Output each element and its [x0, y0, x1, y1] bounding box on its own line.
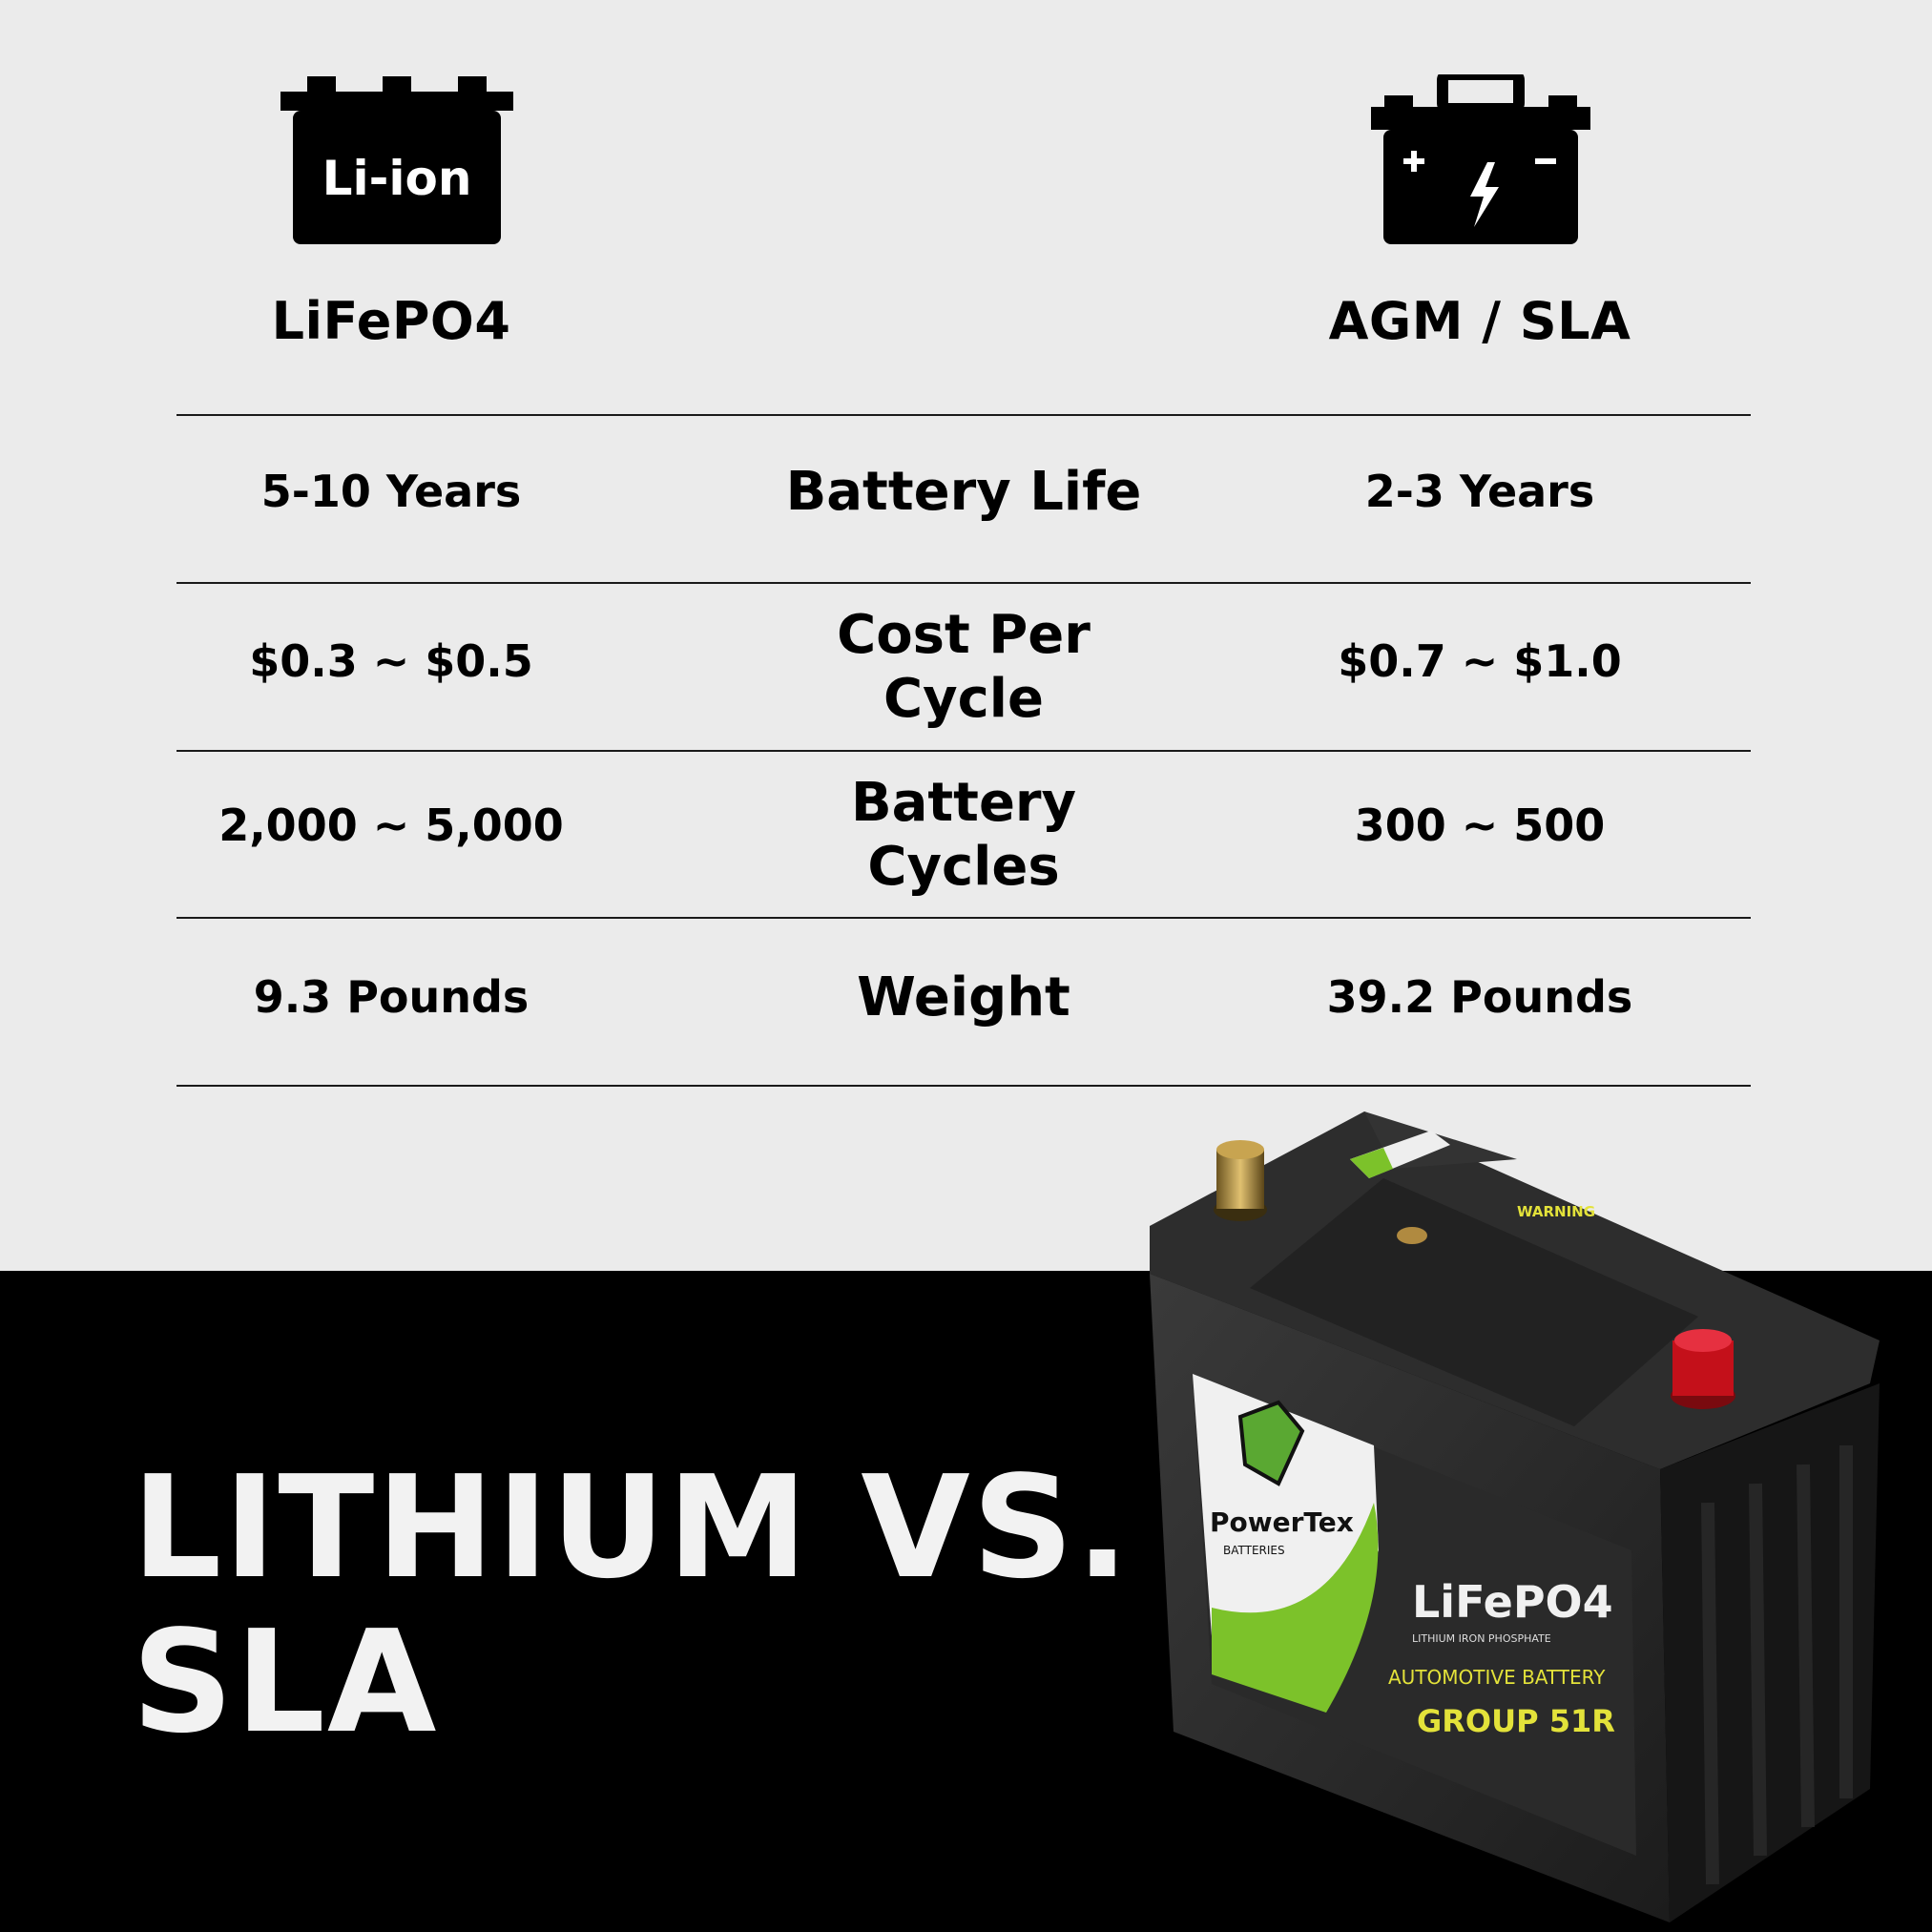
row-label: Battery Cycles [850, 771, 1077, 898]
lifepo4-value: 5-10 Years [260, 466, 522, 518]
brand-sub: BATTERIES [1223, 1544, 1285, 1557]
lead-acid-battery-icon [1371, 74, 1590, 244]
agm-value: 2-3 Years [1364, 466, 1595, 518]
agm-value: 300 ~ 500 [1354, 800, 1606, 852]
positive-terminal [1671, 1329, 1735, 1409]
divider [177, 414, 1751, 416]
label-group: GROUP 51R [1417, 1703, 1615, 1739]
divider [177, 917, 1751, 919]
lifepo4-value: $0.3 ~ $0.5 [249, 635, 533, 688]
agm-value: 39.2 Pounds [1326, 971, 1633, 1024]
row-label: Weight [857, 966, 1070, 1029]
lifepo4-value: 9.3 Pounds [253, 971, 530, 1024]
label-chemistry-sub: LITHIUM IRON PHOSPHATE [1412, 1632, 1551, 1645]
battery-product-image: PowerTex BATTERIES LiFePO4 LITHIUM IRON … [1150, 1111, 1880, 1922]
divider [177, 582, 1751, 584]
li-ion-icon-text: Li-ion [322, 151, 472, 206]
agm-sla-column-title: AGM / SLA [1328, 291, 1631, 351]
lifepo4-value: 2,000 ~ 5,000 [218, 800, 564, 852]
negative-terminal [1214, 1140, 1267, 1221]
divider [177, 750, 1751, 752]
label-type: AUTOMOTIVE BATTERY [1388, 1666, 1606, 1689]
label-chemistry: LiFePO4 [1412, 1576, 1613, 1628]
brand-name: PowerTex [1210, 1506, 1354, 1538]
headline-line-2: SLA [132, 1600, 439, 1764]
li-ion-battery-icon: Li-ion [280, 76, 513, 244]
divider [177, 1085, 1751, 1087]
headline-line-1: LITHIUM VS. [132, 1445, 1132, 1610]
lifepo4-column-title: LiFePO4 [271, 291, 511, 351]
warning-text: WARNING [1517, 1203, 1595, 1220]
agm-value: $0.7 ~ $1.0 [1338, 635, 1622, 688]
row-label: Battery Life [785, 461, 1142, 524]
headline: LITHIUM VS. SLA [132, 1450, 1132, 1759]
row-label: Cost Per Cycle [837, 603, 1091, 730]
